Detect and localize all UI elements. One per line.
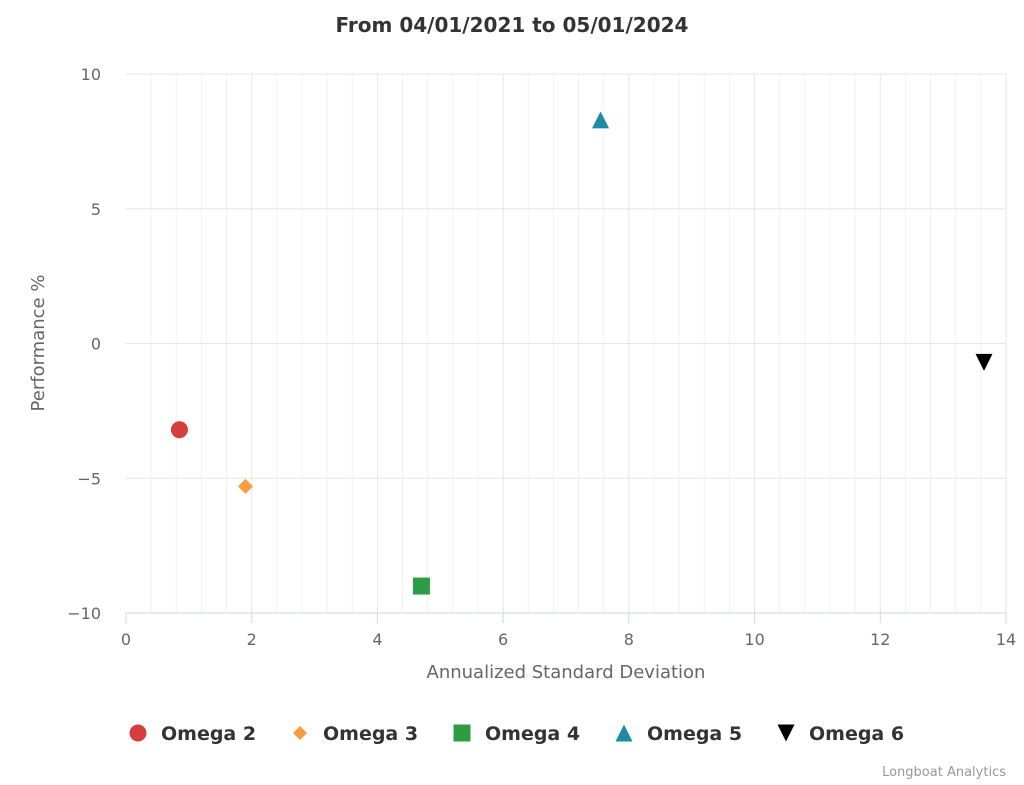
y-tick-label: −10	[67, 604, 101, 623]
y-tick-label: 5	[91, 200, 101, 219]
legend-label[interactable]: Omega 5	[647, 723, 742, 745]
y-tick-label: −5	[77, 469, 101, 488]
y-tick-label: 10	[81, 65, 101, 84]
legend-item-omega-4[interactable]: Omega 4	[453, 723, 581, 745]
x-tick-label: 14	[996, 630, 1016, 649]
data-points	[170, 111, 993, 595]
y-axis-title: Performance %	[28, 275, 49, 412]
data-point-omega-4[interactable]	[412, 577, 430, 595]
data-point-omega-6[interactable]	[975, 353, 993, 371]
legend-symbol[interactable]	[777, 724, 795, 742]
legend[interactable]: Omega 2 Omega 3 Omega 4 Omega 5 Omega 6	[129, 723, 905, 745]
x-tick-label: 4	[372, 630, 382, 649]
data-point-omega-3[interactable]	[237, 478, 253, 494]
x-tick-label: 12	[870, 630, 890, 649]
legend-label[interactable]: Omega 4	[485, 723, 580, 745]
x-tick-label: 0	[121, 630, 131, 649]
legend-symbol[interactable]	[453, 724, 471, 742]
data-point-omega-5[interactable]	[592, 111, 610, 129]
legend-item-omega-6[interactable]: Omega 6	[777, 723, 905, 745]
data-point-omega-2[interactable]	[170, 421, 188, 439]
x-tick-label: 8	[624, 630, 634, 649]
legend-symbol[interactable]	[129, 724, 147, 742]
chart-title: From 04/01/2021 to 05/01/2024	[336, 13, 689, 37]
legend-item-omega-3[interactable]: Omega 3	[293, 723, 418, 745]
legend-label[interactable]: Omega 2	[161, 723, 256, 745]
x-tick-label: 2	[247, 630, 257, 649]
x-tick-label: 6	[498, 630, 508, 649]
x-tick-label: 10	[744, 630, 764, 649]
y-tick-label: 0	[91, 335, 101, 354]
legend-symbol[interactable]	[615, 724, 633, 742]
legend-item-omega-5[interactable]: Omega 5	[615, 723, 743, 745]
x-axis-title: Annualized Standard Deviation	[427, 662, 706, 683]
legend-item-omega-2[interactable]: Omega 2	[129, 723, 257, 745]
axes: 0 2 4 6 8 10 12 14 10 5 0 −5 −10	[67, 65, 1016, 649]
grid	[126, 73, 1007, 613]
legend-label[interactable]: Omega 6	[809, 723, 904, 745]
legend-label[interactable]: Omega 3	[323, 723, 418, 745]
credit-text[interactable]: Longboat Analytics	[882, 765, 1006, 780]
legend-symbol[interactable]	[293, 726, 307, 740]
